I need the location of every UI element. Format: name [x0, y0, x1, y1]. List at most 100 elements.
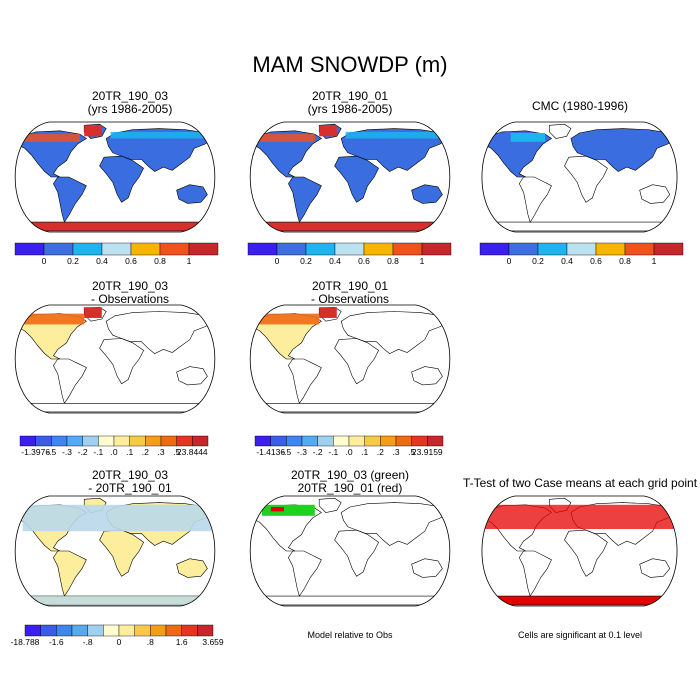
continent-eurasia	[570, 128, 677, 172]
colorbar-3-label-3: 0.6	[590, 256, 602, 266]
colorbar-3-box-1	[508, 242, 539, 256]
colorbar-6-label-1: -1.6	[49, 637, 64, 647]
colorbar-6-box-6	[118, 624, 135, 637]
colorbar-2-box-2	[305, 242, 336, 256]
colorbar-6-box-3	[71, 624, 88, 637]
continent-southAmerica	[53, 176, 87, 223]
colorbar-2-box-4	[363, 242, 394, 256]
colorbar-4-box-5	[98, 435, 115, 447]
map-panel-3-frame	[481, 121, 678, 233]
panel-7-title-line2: 20TR_190_01 (red)	[297, 481, 403, 495]
continent-antarctica	[31, 221, 199, 232]
panel-5-title: 20TR_190_01 - Observations	[250, 280, 450, 306]
colorbar-6-label-6: 3.659	[202, 637, 224, 647]
colorbar-6-label-4: .8	[147, 637, 154, 647]
map-panel-5	[249, 304, 451, 414]
red-region	[270, 507, 284, 512]
colorbar-5-label-5: .0	[345, 447, 352, 457]
colorbar-1-label-3: 0.6	[125, 256, 137, 266]
figure-title: MAM SNOWDP (m)	[252, 52, 448, 77]
light-blue-band	[22, 504, 212, 532]
panel-8-title: T-Test of two Case means at each grid po…	[462, 476, 698, 490]
colorbar-2-box-5	[392, 242, 423, 256]
panel-5-title-line2: - Observations	[310, 292, 390, 306]
colorbar-4-box-6	[113, 435, 130, 447]
continent-northAmerica	[250, 130, 322, 178]
colorbar-3-box-6	[653, 242, 684, 256]
colorbar-4-label-4: -.1	[93, 447, 103, 457]
colorbar-5-label-0: -1.4136	[256, 447, 285, 457]
panel-6-title-line1: 20TR_190_03	[91, 468, 169, 482]
map-panel-7-content	[250, 497, 450, 606]
panel-7-title: 20TR_190_03 (green) 20TR_190_01 (red)	[250, 469, 450, 495]
colorbar-5-label-4: -.1	[328, 447, 338, 457]
greenland-diff	[84, 307, 102, 318]
panel-2-title-line2: (yrs 1986-2005)	[307, 102, 393, 116]
panel-2-title: 20TR_190_01 (yrs 1986-2005)	[250, 90, 450, 116]
colorbar-6-box-9	[165, 624, 182, 637]
colorbar-4-label-1: -.5	[46, 447, 56, 457]
colorbar-3-label-5: 1	[652, 256, 657, 266]
panel-6-title-line2: - 20TR_190_01	[88, 481, 172, 495]
colorbar-5-label-3: -.2	[313, 447, 323, 457]
panel-6-title: 20TR_190_03 - 20TR_190_01	[30, 469, 230, 495]
colorbar-5-label-9: .5	[408, 447, 415, 457]
snow-band-eurasia	[110, 131, 203, 139]
colorbar-2-box-3	[334, 242, 365, 256]
colorbar-4-label-5: .0	[110, 447, 117, 457]
colorbar-5-box-9	[395, 435, 412, 447]
continent-australia	[176, 184, 208, 204]
colorbar-5-label-8: .3	[392, 447, 399, 457]
colorbar-3-box-3	[566, 242, 597, 256]
colorbar-4-box-11	[192, 435, 209, 447]
colorbar-3-label-2: 0.4	[561, 256, 573, 266]
continent-australia	[411, 184, 443, 204]
colorbar-4-box-3	[66, 435, 83, 447]
colorbar-6-box-4	[87, 624, 104, 637]
panel-4-title: 20TR_190_03 - Observations	[30, 280, 230, 306]
colorbar-4-label-7: .2	[142, 447, 149, 457]
map-panel-8-frame	[481, 495, 678, 607]
colorbar-5-box-7	[364, 435, 381, 447]
colorbar-4-box-10	[176, 435, 193, 447]
panel-7-title-line1: 20TR_190_03 (green)	[290, 468, 410, 482]
colorbar-5-box-1	[270, 435, 287, 447]
colorbar-3-box-0	[479, 242, 510, 256]
map-panel-5-content	[250, 306, 450, 413]
panel-1-title: 20TR_190_03 (yrs 1986-2005)	[30, 90, 230, 116]
colorbar-2-box-0	[247, 242, 278, 256]
continent-antarctica	[31, 403, 199, 413]
panel-3-title: CMC (1980-1996)	[531, 99, 629, 113]
continent-australia	[176, 366, 208, 386]
colorbar-5: -1.4136-.5 -.3 -.2 -.1 .0 .1 .2 .3 .523.9159	[254, 435, 444, 457]
colorbar-3-label-0: 0	[507, 256, 512, 266]
colorbar-4-label-6: .1	[126, 447, 133, 457]
colorbar-2-box-6	[421, 242, 452, 256]
map-panel-1-content	[15, 123, 215, 232]
colorbar-6-box-1	[40, 624, 57, 637]
snow-band-north-america	[22, 134, 80, 142]
colorbar-6-box-0	[24, 624, 41, 637]
colorbar-5-label-6: .1	[361, 447, 368, 457]
continent-australia	[639, 184, 671, 204]
continent-southAmerica	[288, 358, 322, 404]
continent-greenland	[318, 497, 342, 513]
colorbar-1: 0 0.2 0.4 0.6 0.8 1	[14, 242, 219, 266]
snow-band-north-america	[257, 134, 315, 142]
map-panel-6-frame	[14, 495, 216, 607]
colorbar-4-box-8	[145, 435, 162, 447]
colorbar-4-label-2: -.3	[62, 447, 72, 457]
colorbar-1-box-6	[188, 242, 219, 256]
colorbar-4-box-4	[82, 435, 99, 447]
map-panel-6-content	[15, 497, 215, 606]
map-panel-8	[481, 495, 678, 607]
colorbar-4-box-2	[51, 435, 68, 447]
map-panel-4-content	[15, 306, 215, 413]
colorbar-2-label-5: 1	[420, 256, 425, 266]
map-panel-6	[14, 495, 216, 607]
colorbar-4-box-9	[160, 435, 177, 447]
continent-antarctica	[266, 403, 434, 413]
continent-southAmerica	[518, 176, 552, 223]
continent-antarctica	[266, 595, 434, 606]
colorbar-2-label-0: 0	[275, 256, 280, 266]
